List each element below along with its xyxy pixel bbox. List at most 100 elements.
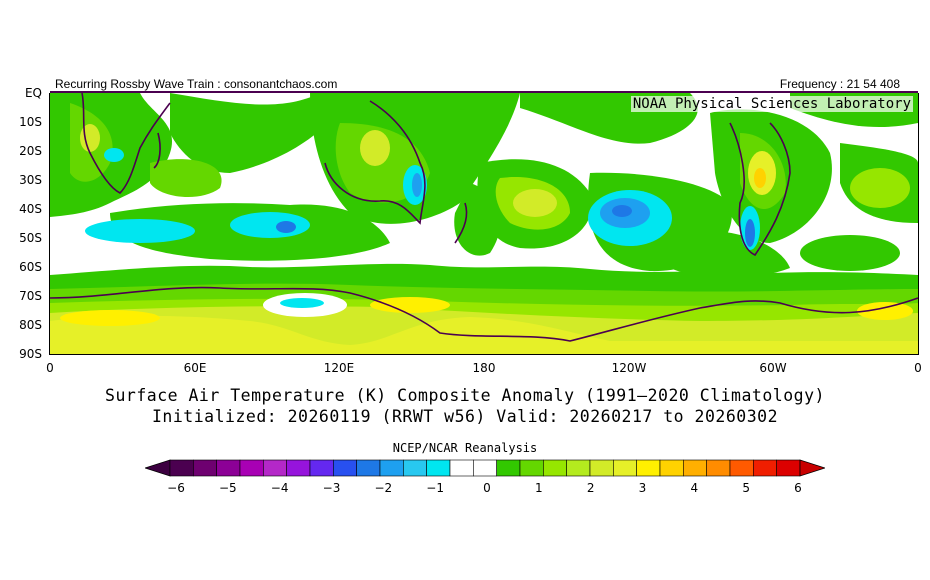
map-right-border	[918, 93, 919, 355]
colorbar-cell	[449, 459, 474, 477]
colorbar-tick-label: −5	[218, 481, 237, 495]
lat-label-40s: 40S	[19, 202, 42, 216]
colorbar-cell	[286, 459, 311, 477]
colorbar-svg	[143, 459, 827, 477]
indian-ocean-blue-spot	[276, 221, 296, 233]
patagonia-blue	[745, 219, 755, 247]
map-left-border	[49, 93, 50, 355]
colorbar-tick-label: −3	[322, 481, 341, 495]
colorbar-tick-label: −2	[374, 481, 393, 495]
map-bottom-border	[50, 354, 918, 355]
coast-south-america	[729, 122, 791, 257]
coast-antarctica	[50, 286, 918, 342]
colorbar-tick-label: 3	[638, 481, 647, 495]
colorbar-cell	[169, 459, 194, 477]
colorbar-tick-label: −4	[270, 481, 289, 495]
colorbar-tick-label: 6	[794, 481, 802, 495]
australia-yellow	[360, 130, 390, 166]
colorbar-cell	[659, 459, 684, 477]
colorbar-cell	[356, 459, 381, 477]
colorbar-cell	[403, 459, 427, 477]
lat-label-80s: 80S	[19, 318, 42, 332]
antarctic-yellow2	[50, 315, 918, 354]
colorbar-tick-label: 5	[742, 481, 750, 495]
indian-ocean-green-upper	[170, 93, 350, 173]
lat-label-70s: 70S	[19, 289, 42, 303]
pacific-green-south	[670, 230, 790, 279]
colorbar-cell	[496, 459, 521, 477]
lat-label-eq: EQ	[24, 86, 42, 100]
anomaly-map-svg	[50, 93, 918, 354]
coast-africa	[81, 93, 171, 194]
colorbar-tick-label: −6	[167, 481, 185, 495]
colorbar-tick-label: 2	[586, 481, 595, 495]
lon-label-0-right: 0	[914, 361, 922, 375]
header-right-text: Frequency : 21 54 408	[779, 77, 900, 91]
atlantic-green2	[850, 168, 910, 208]
lon-label-60w: 60W	[759, 361, 787, 375]
colorbar-cell	[683, 459, 707, 477]
africa-cyan-spot	[104, 148, 124, 162]
antarctic-warm-spot-west	[60, 310, 160, 326]
map-top-border	[50, 91, 918, 93]
antarctic-cyan-spot	[280, 298, 324, 308]
lat-label-50s: 50S	[19, 231, 42, 245]
colorbar-tick-label: 0	[483, 481, 491, 495]
colorbar-cell	[239, 459, 264, 477]
colorbar-cell	[473, 459, 497, 477]
lab-label: NOAA Physical Sciences Laboratory	[630, 96, 913, 112]
lon-label-0-left: 0	[46, 361, 54, 375]
colorbar	[143, 459, 827, 477]
colorbar-cell	[193, 459, 217, 477]
lat-label-60s: 60S	[19, 260, 42, 274]
coastlines	[50, 93, 918, 342]
header-left-text: Recurring Rossby Wave Train : consonantc…	[55, 77, 338, 91]
indian-ocean-green-mid	[150, 159, 222, 198]
lat-label-20s: 20S	[19, 144, 42, 158]
lat-label-30s: 30S	[19, 173, 42, 187]
pacific-yellow	[513, 189, 557, 217]
indian-ocean-cyan-1	[85, 219, 195, 243]
map-subtitle: Initialized: 20260119 (RRWT w56) Valid: …	[151, 407, 779, 426]
atlantic-green-south	[800, 235, 900, 271]
lon-label-120w: 120W	[611, 361, 647, 375]
colorbar-left-arrow	[143, 459, 171, 477]
colorbar-right-arrow	[799, 459, 827, 477]
colorbar-cell	[566, 459, 591, 477]
map-title: Surface Air Temperature (K) Composite An…	[105, 386, 825, 405]
antarctic-warm-spot-east	[857, 302, 913, 320]
anomaly-map	[50, 93, 918, 354]
colorbar-cell	[589, 459, 614, 477]
lon-label-180: 180	[472, 361, 496, 375]
colorbar-cell	[309, 459, 334, 477]
source-label: NCEP/NCAR Reanalysis	[392, 441, 538, 455]
south-america-orange	[754, 168, 766, 188]
colorbar-cell	[519, 459, 544, 477]
lon-label-60e: 60E	[183, 361, 207, 375]
indian-ocean-cyan-2	[230, 212, 310, 238]
colorbar-cell	[753, 459, 777, 477]
lon-label-120e: 120E	[323, 361, 355, 375]
colorbar-cell	[216, 459, 241, 477]
lat-label-10s: 10S	[19, 115, 42, 129]
colorbar-cell	[333, 459, 357, 477]
coast-new-zealand	[454, 202, 468, 244]
australia-blue	[412, 173, 422, 197]
lat-label-90s: 90S	[19, 347, 42, 361]
colorbar-cell	[706, 459, 731, 477]
colorbar-cell	[379, 459, 404, 477]
pacific-blue-2	[612, 205, 632, 217]
colorbar-cell	[543, 459, 567, 477]
colorbar-tick-label: 1	[535, 481, 543, 495]
colorbar-cell	[263, 459, 287, 477]
colorbar-cell	[426, 459, 451, 477]
colorbar-tick-label: −1	[426, 481, 445, 495]
colorbar-tick-label: 4	[690, 481, 699, 495]
antarctic-warm-spot-mid	[370, 297, 450, 313]
africa-yellow-spot	[80, 124, 100, 152]
colorbar-cell	[729, 459, 754, 477]
coast-madagascar	[153, 132, 161, 169]
colorbar-cell	[776, 459, 801, 477]
coast-australia	[324, 100, 426, 225]
colorbar-cell	[613, 459, 637, 477]
